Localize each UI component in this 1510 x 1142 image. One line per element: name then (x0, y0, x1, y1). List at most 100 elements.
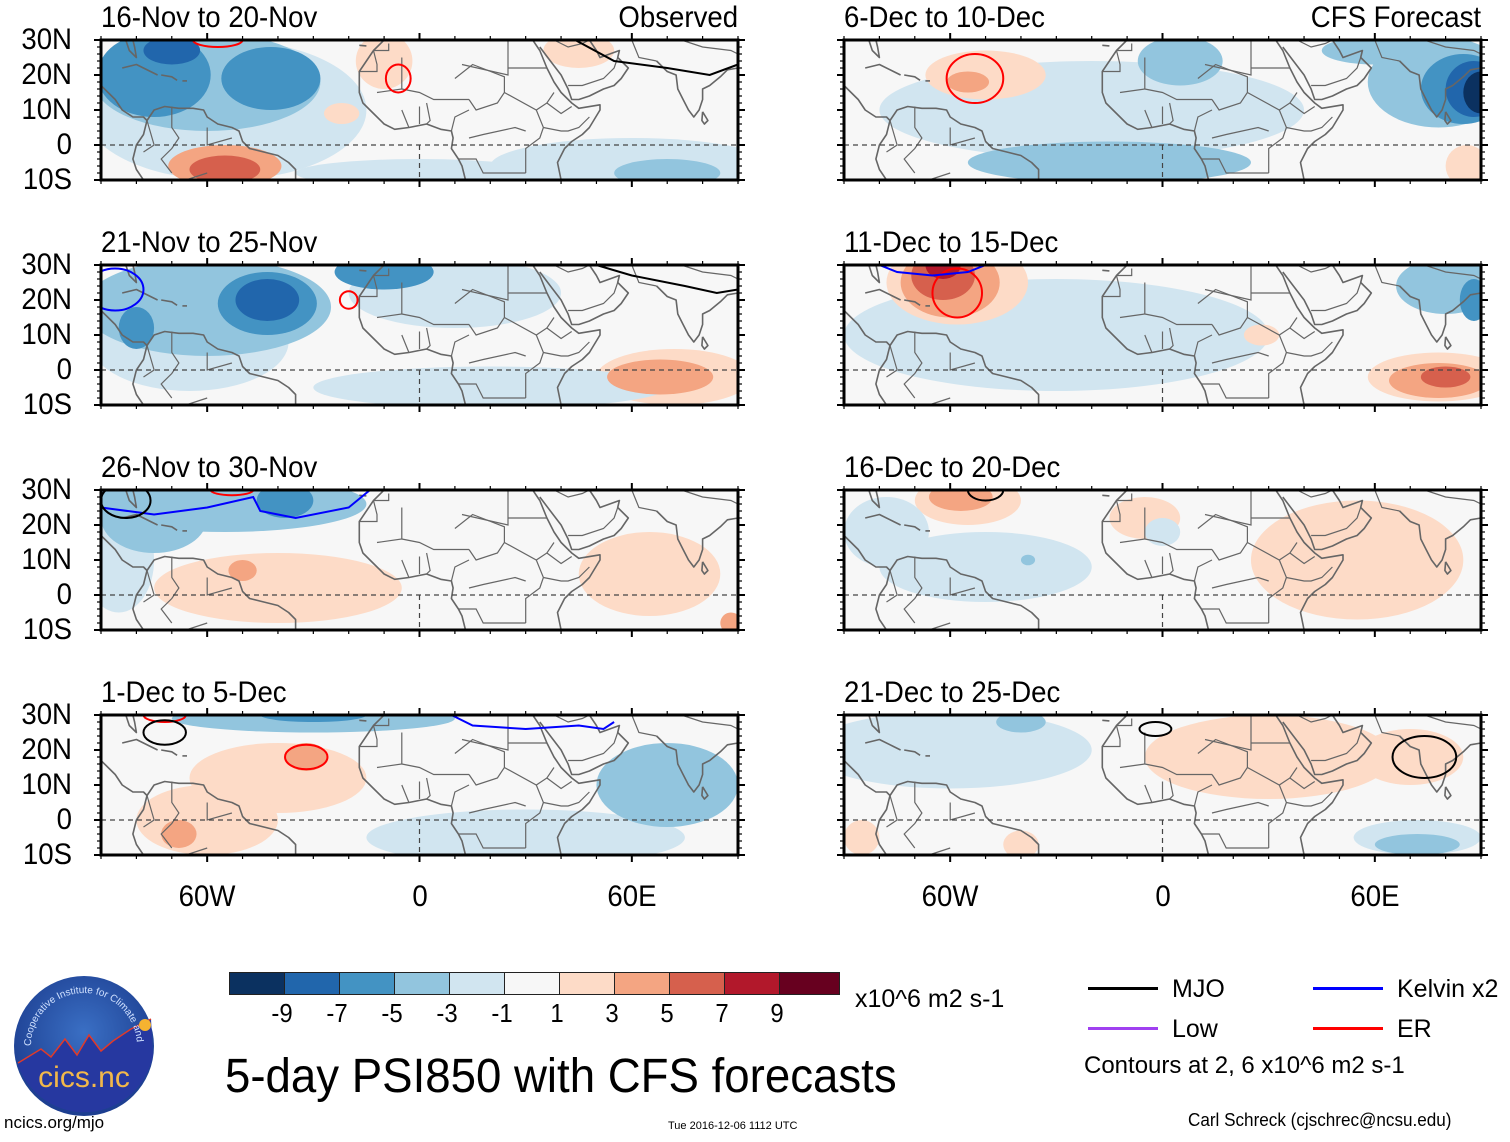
lat-tick-label: 10S (22, 388, 72, 421)
panel-title: 16-Nov to 20-Nov (101, 1, 318, 34)
coastline (868, 715, 881, 734)
anomaly-region (189, 155, 261, 180)
country-border (1374, 265, 1400, 287)
country-border (546, 102, 573, 115)
lat-tick-label: 20N (21, 283, 72, 316)
coastline (146, 330, 297, 405)
country-border (1102, 50, 1121, 73)
coastline (844, 759, 891, 797)
coastline (889, 555, 1040, 630)
anomaly-region (925, 50, 1046, 100)
coastline (1444, 111, 1452, 125)
anomaly-region (256, 490, 314, 518)
footer-website[interactable]: ncics.org/mjo (4, 1113, 105, 1132)
coastline (125, 40, 138, 59)
coastline (125, 490, 138, 509)
contour-mjo (1138, 721, 1173, 737)
country-border (1144, 763, 1212, 776)
country-border (401, 313, 469, 326)
contour-kelvin (101, 490, 371, 520)
country-border (1374, 490, 1400, 512)
coastline (1102, 494, 1110, 497)
coastline (844, 534, 891, 572)
country-border (949, 127, 976, 146)
map-panel (837, 258, 1488, 412)
country-border (450, 334, 470, 357)
anomaly-region (1357, 729, 1464, 785)
country-border (568, 57, 619, 87)
country-border (143, 120, 155, 153)
anomaly-region (221, 47, 321, 110)
logo-mountains (18, 1019, 153, 1113)
coastline (532, 265, 601, 405)
country-border (468, 576, 526, 589)
country-border (1247, 541, 1298, 561)
map-panel (94, 708, 745, 862)
colorbar-tick-label: 5 (660, 998, 674, 1028)
coastline (868, 40, 881, 59)
contour-er (192, 40, 244, 48)
country-border (1102, 500, 1121, 523)
lat-tick-label: 0 (56, 353, 72, 386)
logo-wordmark: cics.nc (38, 1061, 130, 1094)
country-border (949, 352, 976, 371)
contour-mjo (596, 265, 738, 295)
lat-tick-label: 10S (22, 163, 72, 196)
country-border (458, 158, 526, 174)
country-border (543, 116, 590, 132)
country-border (667, 40, 738, 55)
cics-logo: Cooperative Institute for Climate and Sa… (13, 975, 154, 1116)
country-border (458, 833, 526, 849)
map-panel (837, 708, 1488, 862)
coastline (532, 715, 601, 855)
colorbar-tick-label: -7 (326, 998, 348, 1028)
country-border (468, 801, 526, 814)
anomaly-region (1374, 834, 1460, 855)
country-border (450, 784, 470, 807)
anomaly-region (1420, 366, 1471, 388)
coastline (656, 285, 738, 343)
colorbar-swatch (340, 973, 395, 994)
country-border (1286, 791, 1333, 807)
country-border (1268, 334, 1288, 398)
contour-mjo (966, 490, 1005, 502)
coastline (865, 513, 901, 526)
anomaly-region (946, 71, 990, 93)
colorbar-tick-label: 3 (605, 998, 619, 1028)
country-border (1410, 40, 1481, 55)
country-border (1268, 559, 1288, 623)
country-border (1211, 351, 1269, 364)
anomaly-region (578, 532, 721, 616)
legend-swatch-kelvin (1313, 987, 1383, 990)
country-border (631, 715, 657, 737)
country-border (504, 541, 555, 561)
country-border (450, 559, 470, 582)
anomaly-region (1459, 279, 1481, 321)
lat-tick-label: 20N (21, 508, 72, 541)
colorbar-tick-label: -3 (436, 998, 458, 1028)
footer-author: Carl Schreck (cjschrec@ncsu.edu) (1188, 1110, 1452, 1130)
anomaly-region (235, 279, 300, 321)
colorbar-tick-label: 9 (770, 998, 784, 1028)
legend-label: Low (1172, 1015, 1218, 1043)
country-border (525, 334, 545, 398)
country-border (667, 265, 738, 280)
panel-title: 16-Dec to 20-Dec (844, 451, 1061, 484)
country-border (160, 556, 180, 624)
coastline (1275, 40, 1344, 180)
country-border (1193, 784, 1213, 807)
footer-timestamp: Tue 2016-12-06 1112 UTC (668, 1120, 798, 1132)
country-border (546, 327, 573, 340)
coastline (161, 299, 178, 306)
coastline (122, 63, 158, 76)
country-border (1169, 327, 1174, 350)
country-border (1268, 784, 1288, 848)
coastline (701, 561, 709, 575)
coastline (132, 345, 148, 405)
coastline (125, 265, 138, 284)
coastline (1282, 715, 1373, 776)
coastline (656, 60, 738, 118)
contour-er (945, 53, 1005, 104)
country-border (1311, 732, 1362, 762)
sun-icon (139, 1019, 151, 1031)
